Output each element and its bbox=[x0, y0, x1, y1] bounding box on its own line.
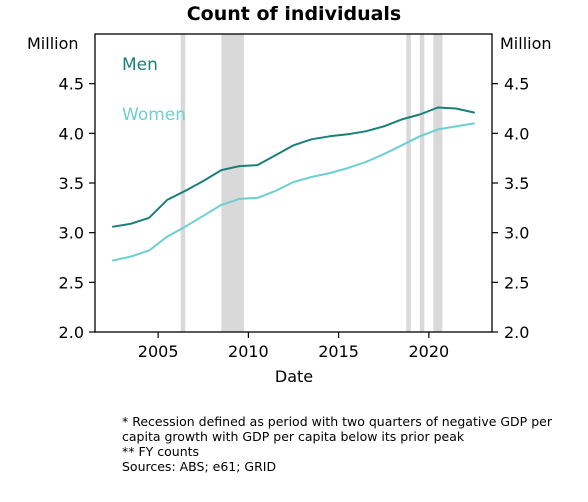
y-tick-label-left: 4.0 bbox=[59, 124, 84, 143]
y-tick-label-left: 2.0 bbox=[59, 323, 84, 342]
recession-band-3 bbox=[419, 34, 425, 332]
y-tick-label-left: 3.5 bbox=[59, 174, 84, 193]
series-lines bbox=[112, 106, 475, 262]
y-axis-right: 2.0 2.5 3.0 3.5 4.0 4.5 bbox=[492, 75, 529, 342]
x-tick-label: 2010 bbox=[228, 342, 269, 361]
y-tick-label-left: 2.5 bbox=[59, 273, 84, 292]
x-tick-label: 2020 bbox=[408, 342, 449, 361]
footnote-recession: * Recession defined as period with two q… bbox=[122, 414, 552, 444]
chart-title: Count of individuals bbox=[187, 3, 402, 25]
recession-band-1 bbox=[221, 34, 244, 332]
y-tick-label-left: 3.0 bbox=[59, 224, 84, 243]
footnote-fy: ** FY counts bbox=[122, 444, 200, 459]
series-line-men bbox=[112, 106, 475, 228]
y-axis-unit-left: Million bbox=[27, 34, 79, 53]
y-axis-unit-right: Million bbox=[500, 34, 552, 53]
x-axis-label: Date bbox=[275, 367, 313, 386]
footnote-sources: Sources: ABS; e61; GRID bbox=[122, 459, 277, 474]
footnotes: * Recession defined as period with two q… bbox=[122, 414, 562, 474]
legend-label-women: Women bbox=[122, 105, 186, 125]
legend: Men Women bbox=[122, 55, 186, 125]
y-tick-label-right: 3.5 bbox=[504, 174, 529, 193]
recession-band-2 bbox=[406, 34, 411, 332]
y-tick-label-right: 3.0 bbox=[504, 224, 529, 243]
x-tick-label: 2005 bbox=[138, 342, 179, 361]
series-line-women bbox=[112, 122, 475, 262]
y-axis-left: 2.0 2.5 3.0 3.5 4.0 4.5 bbox=[59, 75, 95, 342]
y-tick-label-right: 2.0 bbox=[504, 323, 529, 342]
legend-label-men: Men bbox=[122, 55, 158, 75]
recession-bands bbox=[180, 34, 443, 332]
recession-band-0 bbox=[180, 34, 186, 332]
y-tick-label-right: 4.0 bbox=[504, 124, 529, 143]
y-tick-label-right: 2.5 bbox=[504, 273, 529, 292]
y-tick-label-left: 4.5 bbox=[59, 75, 84, 94]
x-axis: 2005 2010 2015 2020 bbox=[138, 332, 449, 361]
y-tick-label-right: 4.5 bbox=[504, 75, 529, 94]
x-tick-label: 2015 bbox=[318, 342, 359, 361]
recession-band-4 bbox=[433, 34, 443, 332]
